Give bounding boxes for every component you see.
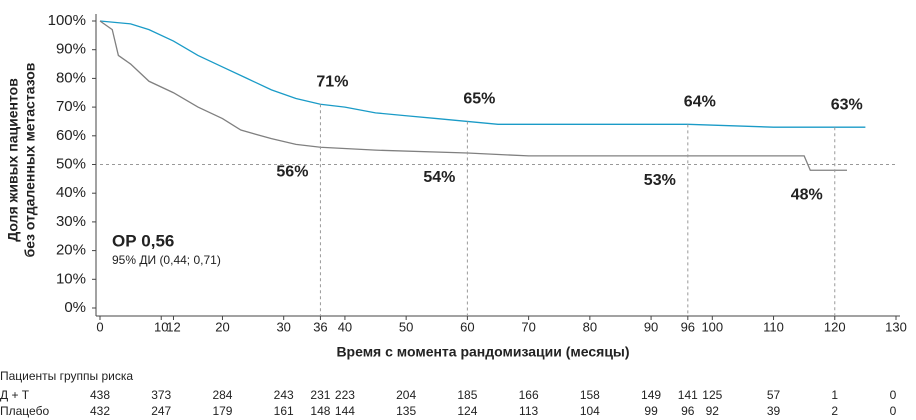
risk-count: 125 bbox=[702, 388, 722, 402]
risk-row-label: Плацебо bbox=[0, 404, 49, 418]
risk-count: 0 bbox=[890, 388, 897, 402]
landmark-label: 63% bbox=[831, 96, 863, 113]
risk-count: 438 bbox=[90, 388, 110, 402]
risk-count: 124 bbox=[457, 404, 477, 418]
risk-count: 2 bbox=[831, 404, 838, 418]
risk-count: 135 bbox=[396, 404, 416, 418]
x-tick-label: 36 bbox=[313, 319, 327, 334]
y-tick-label: 30% bbox=[56, 213, 86, 230]
risk-count: 0 bbox=[890, 404, 897, 418]
risk-count: 432 bbox=[90, 404, 110, 418]
x-tick-label: 90 bbox=[644, 319, 658, 334]
risk-count: 149 bbox=[641, 388, 661, 402]
risk-count: 104 bbox=[580, 404, 600, 418]
x-tick-label: 12 bbox=[166, 319, 180, 334]
risk-count: 161 bbox=[274, 404, 294, 418]
landmark-label: 53% bbox=[644, 172, 676, 189]
y-tick-label: 70% bbox=[56, 98, 86, 115]
landmark-label: 64% bbox=[684, 94, 716, 111]
x-tick-label: 30 bbox=[276, 319, 290, 334]
risk-count: 158 bbox=[580, 388, 600, 402]
risk-count: 231 bbox=[310, 388, 330, 402]
y-tick-label: 80% bbox=[56, 69, 86, 86]
y-axis-label: без отдаленных метастазов bbox=[22, 62, 38, 257]
landmark-label: 65% bbox=[463, 91, 495, 108]
y-tick-label: 40% bbox=[56, 184, 86, 201]
x-axis-label: Время с момента рандомизации (месяцы) bbox=[336, 344, 629, 360]
y-tick-label: 60% bbox=[56, 127, 86, 144]
risk-count: 166 bbox=[519, 388, 539, 402]
risk-count: 284 bbox=[212, 388, 232, 402]
risk-count: 57 bbox=[767, 388, 781, 402]
risk-count: 92 bbox=[706, 404, 720, 418]
risk-count: 1 bbox=[831, 388, 838, 402]
x-tick-label: 60 bbox=[460, 319, 474, 334]
y-tick-label: 50% bbox=[56, 155, 86, 172]
risk-count: 39 bbox=[767, 404, 781, 418]
risk-count: 185 bbox=[457, 388, 477, 402]
landmark-label: 48% bbox=[791, 186, 823, 203]
y-tick-label: 10% bbox=[56, 270, 86, 287]
x-tick-label: 110 bbox=[763, 319, 784, 334]
ci-text: 95% ДИ (0,44; 0,71) bbox=[112, 253, 221, 267]
x-tick-label: 40 bbox=[338, 319, 352, 334]
x-tick-label: 70 bbox=[521, 319, 535, 334]
y-tick-label: 90% bbox=[56, 41, 86, 58]
x-tick-label: 130 bbox=[885, 319, 907, 334]
x-tick-label: 0 bbox=[96, 319, 103, 334]
x-tick-label: 80 bbox=[583, 319, 597, 334]
risk-count: 223 bbox=[335, 388, 355, 402]
risk-count: 148 bbox=[310, 404, 330, 418]
x-tick-label: 10 bbox=[154, 319, 168, 334]
risk-count: 141 bbox=[678, 388, 698, 402]
y-tick-label: 100% bbox=[48, 12, 86, 29]
landmark-label: 56% bbox=[276, 163, 308, 180]
x-tick-label: 120 bbox=[824, 319, 846, 334]
risk-count: 243 bbox=[274, 388, 294, 402]
risk-count: 179 bbox=[212, 404, 232, 418]
risk-count: 247 bbox=[151, 404, 171, 418]
risk-count: 113 bbox=[519, 404, 538, 418]
risk-count: 204 bbox=[396, 388, 416, 402]
risk-count: 96 bbox=[681, 404, 695, 418]
y-axis-label: Доля живых пациентов bbox=[5, 78, 21, 242]
landmark-label: 71% bbox=[316, 73, 348, 90]
x-tick-label: 50 bbox=[399, 319, 413, 334]
x-tick-label: 96 bbox=[681, 319, 695, 334]
km-curve bbox=[99, 20, 866, 128]
risk-row-label: Д + Т bbox=[0, 388, 30, 402]
risk-table-title: Пациенты группы риска bbox=[0, 369, 133, 383]
risk-count: 144 bbox=[335, 404, 355, 418]
x-tick-label: 100 bbox=[701, 319, 723, 334]
landmark-label: 54% bbox=[423, 169, 455, 186]
risk-count: 99 bbox=[644, 404, 658, 418]
risk-count: 373 bbox=[151, 388, 171, 402]
y-tick-label: 20% bbox=[56, 242, 86, 259]
hr-text: ОР 0,56 bbox=[112, 231, 174, 250]
x-tick-label: 20 bbox=[215, 319, 229, 334]
y-tick-label: 0% bbox=[64, 299, 86, 316]
